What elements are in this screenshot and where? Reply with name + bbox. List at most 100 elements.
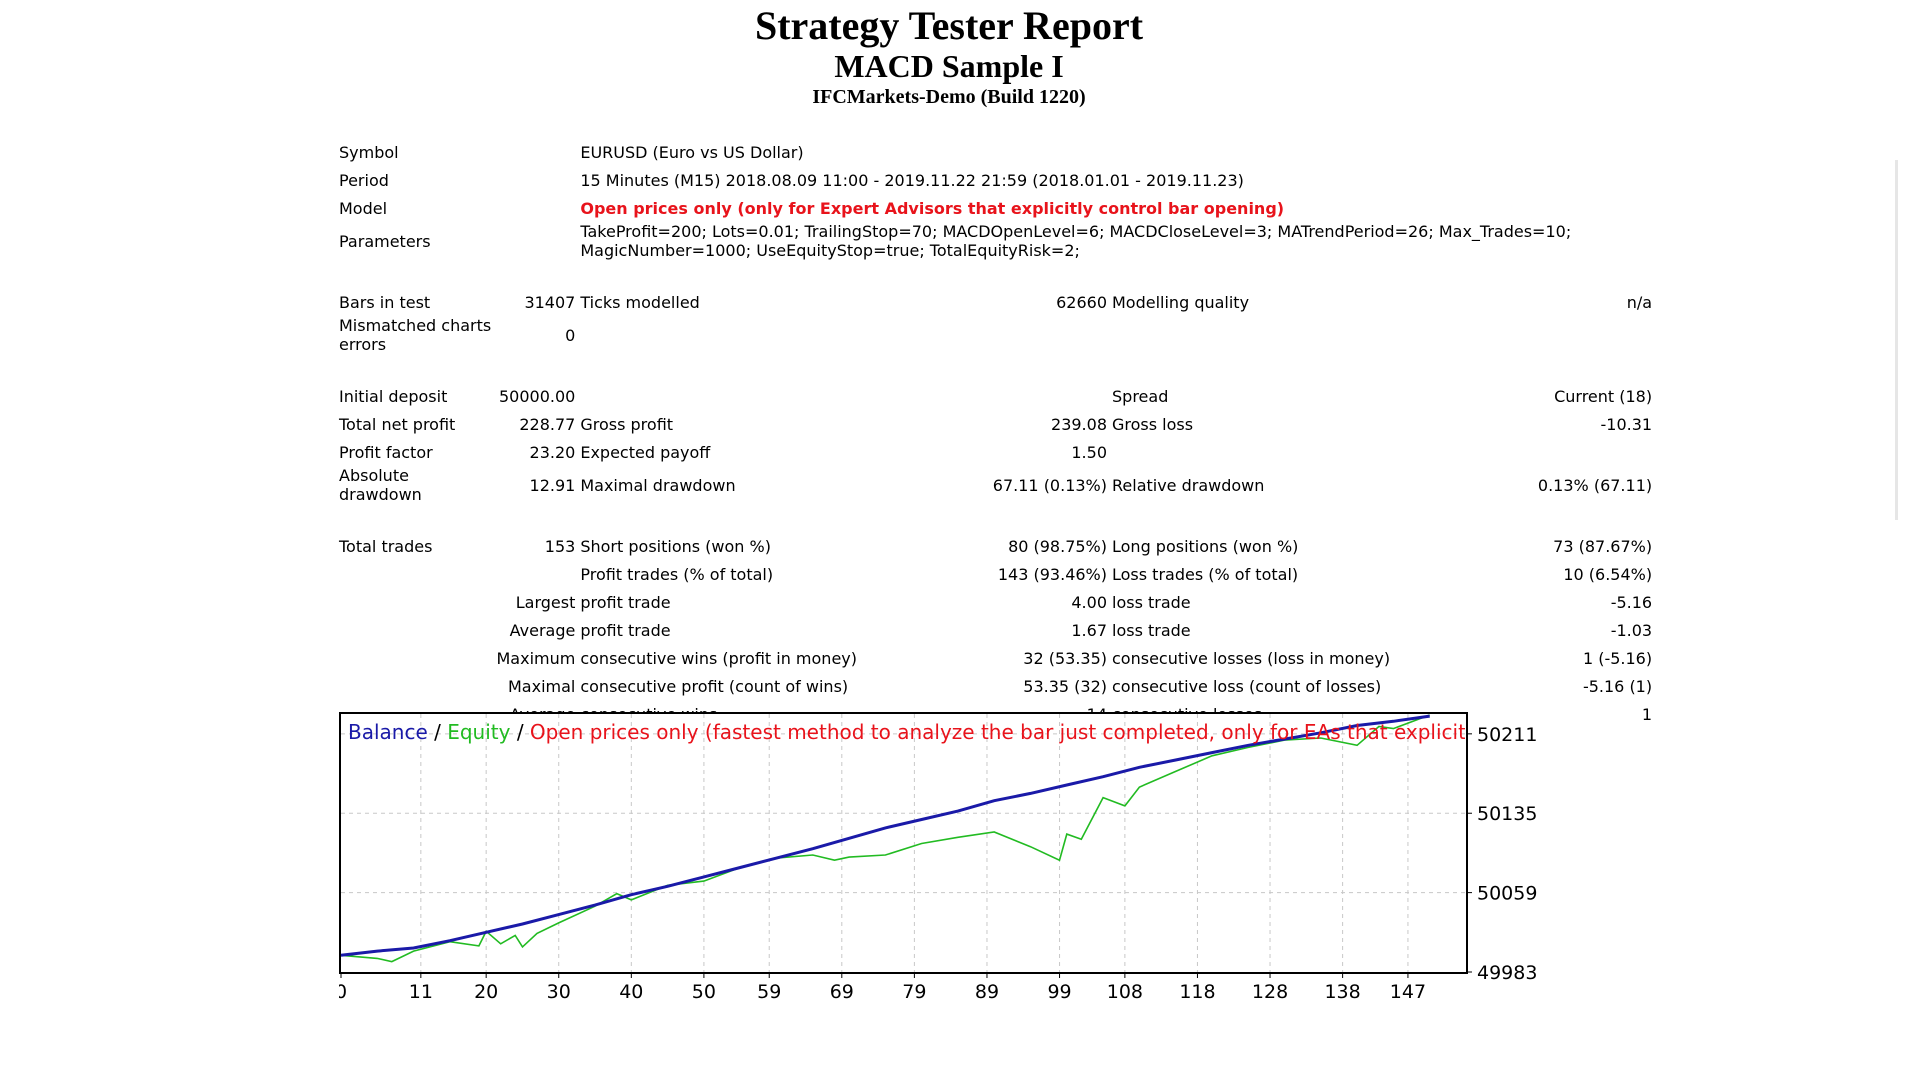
chart-legend: Balance / Equity / Open prices only (fas… [348,720,1578,744]
symbol-label: Symbol [339,142,399,162]
ticks-label: Ticks modelled [580,292,700,312]
total-trades-label: Total trades [339,536,433,556]
profit-trades-row: Profit trades (% of total) 143 (93.46%) … [339,560,1657,588]
rel-drawdown-value: 0.13% (67.11) [1537,475,1653,495]
x-tick-label: 11 [409,981,433,1003]
max-drawdown-label: Maximal drawdown [580,475,736,495]
gross-loss-value: -10.31 [1600,414,1653,434]
total-trades-row: Total trades 153 Short positions (won %)… [339,532,1657,560]
mismatch-value: 0 [565,325,576,345]
x-tick-label: 79 [902,981,926,1003]
spread-value: Current (18) [1554,386,1653,406]
symbol-row: Symbol EURUSD (Euro vs US Dollar) [339,138,1657,166]
page-edge-line [1895,160,1898,520]
average-row: Average profit trade 1.67 loss trade -1.… [339,616,1657,644]
symbol-value: EURUSD (Euro vs US Dollar) [580,142,804,162]
profit-trades-value: 143 (93.46%) [997,564,1107,584]
short-positions-value: 80 (98.75%) [1008,536,1107,556]
bars-row: Bars in test 31407 Ticks modelled 62660 … [339,288,1657,316]
x-axis: 0 11 20 30 40 50 59 69 79 89 99 108 118 128 138 147 [339,972,1426,1003]
maximal-loss-value: -5.16 (1) [1582,676,1653,696]
balance-equity-chart: 0 11 20 30 40 50 59 69 79 89 99 108 118 128 138 147 502… [339,712,1578,1003]
maximal-profit-value: 53.35 (32) [1023,676,1107,696]
x-tick-label: 0 [339,981,347,1003]
x-tick-label: 138 [1324,981,1360,1003]
x-tick-label: 108 [1107,981,1143,1003]
x-tick-label: 69 [830,981,854,1003]
net-profit-label: Total net profit [339,414,456,434]
largest-row: Largest profit trade 4.00 loss trade -5.… [339,588,1657,616]
model-value: Open prices only (only for Expert Adviso… [580,198,1285,218]
maximum-row: Maximum consecutive wins (profit in mone… [339,644,1657,672]
drawdown-row: Absolute drawdown 12.91 Maximal drawdown… [339,466,1657,504]
x-tick-label: 89 [975,981,999,1003]
y-axis: 50211 50135 50059 49983 [1466,724,1537,984]
average-loss-label: loss trade [1112,620,1191,640]
server-build: IFCMarkets-Demo (Build 1220) [812,86,1086,108]
parameters-line-2: MagicNumber=1000; UseEquityStop=true; To… [580,241,1080,260]
x-tick-label: 40 [619,981,643,1003]
x-tick-label: 50 [692,981,716,1003]
ticks-value: 62660 [1056,292,1107,312]
mismatch-row: Mismatched charts errors 0 [339,316,1657,354]
balance-line [340,714,1430,957]
spread-label: Spread [1112,386,1169,406]
profit-factor-value: 23.20 [529,442,576,462]
y-tick-label: 50135 [1477,803,1537,825]
y-tick-label: 50211 [1477,724,1537,746]
parameters-label: Parameters [339,231,431,251]
parameters-row: Parameters TakeProfit=200; Lots=0.01; Tr… [339,222,1657,260]
legend-balance: Balance [348,720,428,744]
x-tick-label: 128 [1252,981,1288,1003]
initial-deposit-value: 50000.00 [499,386,576,406]
total-trades-value: 153 [544,536,576,556]
largest-loss-label: loss trade [1112,592,1191,612]
net-profit-row: Total net profit 228.77 Gross profit 239… [339,410,1657,438]
max-consec-wins-value: 32 (53.35) [1023,648,1107,668]
avg-consec-losses-value: 1 [1641,704,1653,724]
legend-equity: Equity [447,720,510,744]
y-tick-label: 50059 [1477,883,1537,905]
x-tick-label: 118 [1179,981,1215,1003]
report-table: Symbol EURUSD (Euro vs US Dollar) Period… [339,138,1657,728]
quality-value: n/a [1626,292,1653,312]
average-loss-value: -1.03 [1610,620,1653,640]
bars-value: 31407 [524,292,576,312]
expected-payoff-label: Expected payoff [580,442,711,462]
legend-model: Open prices only (fastest method to anal… [530,720,1578,744]
parameters-value: TakeProfit=200; Lots=0.01; TrailingStop=… [580,222,1657,260]
series-lines [340,714,1430,963]
maximal-loss-label: consecutive loss (count of losses) [1112,676,1382,696]
quality-label: Modelling quality [1112,292,1250,312]
gross-profit-value: 239.08 [1051,414,1107,434]
parameters-line-1: TakeProfit=200; Lots=0.01; TrailingStop=… [580,222,1572,241]
x-tick-label: 30 [547,981,571,1003]
legend-separator: / [428,720,447,744]
net-profit-value: 228.77 [519,414,576,434]
x-tick-label: 59 [757,981,781,1003]
largest-profit-value: 4.00 [1071,592,1107,612]
max-consec-losses-label: consecutive losses (loss in money) [1112,648,1391,668]
max-consec-wins-label: consecutive wins (profit in money) [580,648,857,668]
period-row: Period 15 Minutes (M15) 2018.08.09 11:00… [339,166,1657,194]
x-tick-label: 20 [474,981,498,1003]
grid [341,714,1466,972]
expert-advisor-name: MACD Sample I [834,48,1064,84]
maximum-label: Maximum [496,648,576,668]
maximal-label: Maximal [507,676,576,696]
loss-trades-value: 10 (6.54%) [1563,564,1653,584]
average-profit-label: profit trade [580,620,671,640]
profit-trades-label: Profit trades (% of total) [580,564,774,584]
x-tick-label: 147 [1390,981,1426,1003]
abs-drawdown-value: 12.91 [529,475,576,495]
long-positions-value: 73 (87.67%) [1553,536,1653,556]
expected-payoff-value: 1.50 [1071,442,1107,462]
max-drawdown-value: 67.11 (0.13%) [992,475,1107,495]
bars-label: Bars in test [339,292,431,312]
short-positions-label: Short positions (won %) [580,536,771,556]
profit-factor-row: Profit factor 23.20 Expected payoff 1.50 [339,438,1657,466]
average-profit-value: 1.67 [1071,620,1107,640]
model-row: Model Open prices only (only for Expert … [339,194,1657,222]
largest-loss-value: -5.16 [1610,592,1653,612]
abs-drawdown-label: Absolute drawdown [339,466,422,504]
